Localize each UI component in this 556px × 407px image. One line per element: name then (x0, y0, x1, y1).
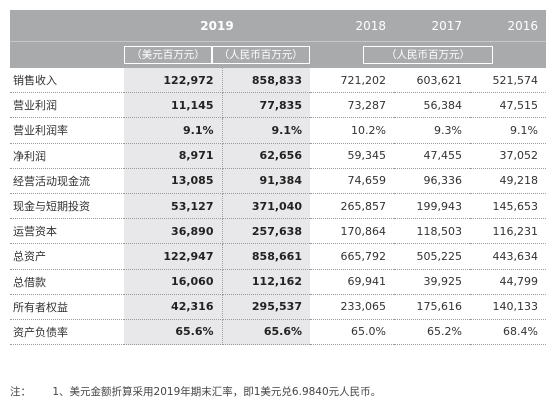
usd-2019-value: 122,972 (124, 68, 223, 94)
rmb-2019-value: 62,656 (222, 143, 310, 169)
unit-header-row: （美元百万元） （人民币百万元） （人民币百万元） (10, 41, 546, 68)
rmb-2019-value: 112,162 (222, 269, 310, 295)
row-label: 资产负债率 (10, 319, 124, 346)
year-2016-header: 2016 (470, 10, 546, 42)
rmb-2019-value: 91,384 (222, 168, 310, 194)
usd-2019-value: 11,145 (124, 92, 223, 119)
table-row: 营业利润率 9.1% 9.1% 10.2% 9.3% 9.1% (10, 117, 546, 144)
table-row: 现金与短期投资 53,127 371,040 265,857 199,943 1… (10, 193, 546, 220)
header-blank-cell (10, 10, 124, 42)
usd-2019-value: 53,127 (124, 193, 223, 220)
value-2016: 140,133 (470, 294, 546, 320)
usd-2019-value: 36,890 (124, 218, 223, 245)
unit-usd-label: （美元百万元） (124, 46, 212, 64)
value-2018: 10.2% (310, 117, 394, 144)
row-label: 现金与短期投资 (10, 193, 124, 220)
value-2017: 96,336 (394, 168, 470, 194)
value-2017: 505,225 (394, 243, 470, 270)
value-2016: 9.1% (470, 117, 546, 144)
table-row: 所有者权益 42,316 295,537 233,065 175,616 140… (10, 294, 546, 320)
value-2017: 175,616 (394, 294, 470, 320)
table-row: 净利润 8,971 62,656 59,345 47,455 37,052 (10, 143, 546, 169)
unit-rmb-prior-label: （人民币百万元） (363, 46, 493, 64)
rmb-2019-value: 371,040 (222, 193, 310, 220)
value-2016: 47,515 (470, 92, 546, 119)
value-2017: 9.3% (394, 117, 470, 144)
year-header-row: 2019 2018 2017 2016 (10, 10, 546, 42)
value-2016: 145,653 (470, 193, 546, 220)
value-2018: 69,941 (310, 269, 394, 295)
rmb-2019-value: 858,661 (222, 243, 310, 270)
rmb-2019-value: 858,833 (222, 68, 310, 94)
table-row: 运营资本 36,890 257,638 170,864 118,503 116,… (10, 218, 546, 245)
value-2018: 73,287 (310, 92, 394, 119)
usd-2019-value: 42,316 (124, 294, 223, 320)
table-row: 总借款 16,060 112,162 69,941 39,925 44,799 (10, 269, 546, 295)
value-2016: 443,634 (470, 243, 546, 270)
usd-2019-value: 122,947 (124, 243, 223, 270)
value-2018: 65.0% (310, 319, 394, 346)
year-2018-header: 2018 (310, 10, 394, 42)
unit-rmb-2019-label: （人民币百万元） (211, 46, 310, 64)
row-label: 销售收入 (10, 68, 124, 94)
unit-prior-cell: （人民币百万元） (310, 41, 546, 68)
value-2018: 233,065 (310, 294, 394, 320)
value-2017: 199,943 (394, 193, 470, 220)
usd-2019-value: 13,085 (124, 168, 223, 194)
footnote-prefix: 注： (10, 386, 31, 398)
row-label: 运营资本 (10, 218, 124, 245)
table-row: 销售收入 122,972 858,833 721,202 603,621 521… (10, 68, 546, 94)
value-2016: 37,052 (470, 143, 546, 169)
row-label: 营业利润率 (10, 117, 124, 144)
financial-summary-table: 2019 2018 2017 2016 （美元百万元） （人民币百万元） （人民币… (10, 10, 546, 346)
value-2017: 603,621 (394, 68, 470, 94)
value-2017: 47,455 (394, 143, 470, 169)
footnote: 注： 1、美元金额折算采用2019年期末汇率，即1美元兑6.9840元人民币。 (10, 384, 381, 399)
value-2018: 721,202 (310, 68, 394, 94)
value-2018: 170,864 (310, 218, 394, 245)
row-label: 经营活动现金流 (10, 168, 124, 194)
table-row: 资产负债率 65.6% 65.6% 65.0% 65.2% 68.4% (10, 319, 546, 346)
rmb-2019-value: 295,537 (222, 294, 310, 320)
value-2018: 265,857 (310, 193, 394, 220)
header-blank-cell (10, 41, 124, 68)
value-2016: 116,231 (470, 218, 546, 245)
table-row: 营业利润 11,145 77,835 73,287 56,384 47,515 (10, 92, 546, 119)
value-2017: 118,503 (394, 218, 470, 245)
rmb-2019-value: 9.1% (222, 117, 310, 144)
usd-2019-value: 16,060 (124, 269, 223, 295)
value-2018: 665,792 (310, 243, 394, 270)
rmb-2019-value: 257,638 (222, 218, 310, 245)
value-2016: 521,574 (470, 68, 546, 94)
row-label: 总借款 (10, 269, 124, 295)
usd-2019-value: 65.6% (124, 319, 223, 346)
year-2017-header: 2017 (394, 10, 470, 42)
row-label: 所有者权益 (10, 294, 124, 320)
rmb-2019-value: 77,835 (222, 92, 310, 119)
rmb-2019-value: 65.6% (222, 319, 310, 346)
value-2017: 56,384 (394, 92, 470, 119)
value-2018: 59,345 (310, 143, 394, 169)
usd-2019-value: 8,971 (124, 143, 223, 169)
unit-2019-cell: （美元百万元） （人民币百万元） (124, 41, 310, 68)
year-2019-header: 2019 (124, 10, 310, 42)
row-label: 总资产 (10, 243, 124, 270)
table-row: 经营活动现金流 13,085 91,384 74,659 96,336 49,2… (10, 168, 546, 194)
row-label: 净利润 (10, 143, 124, 169)
value-2017: 39,925 (394, 269, 470, 295)
row-label: 营业利润 (10, 92, 124, 119)
value-2016: 68.4% (470, 319, 546, 346)
value-2016: 49,218 (470, 168, 546, 194)
value-2018: 74,659 (310, 168, 394, 194)
footnote-text: 1、美元金额折算采用2019年期末汇率，即1美元兑6.9840元人民币。 (52, 386, 382, 398)
usd-2019-value: 9.1% (124, 117, 223, 144)
value-2016: 44,799 (470, 269, 546, 295)
value-2017: 65.2% (394, 319, 470, 346)
table-row: 总资产 122,947 858,661 665,792 505,225 443,… (10, 243, 546, 270)
